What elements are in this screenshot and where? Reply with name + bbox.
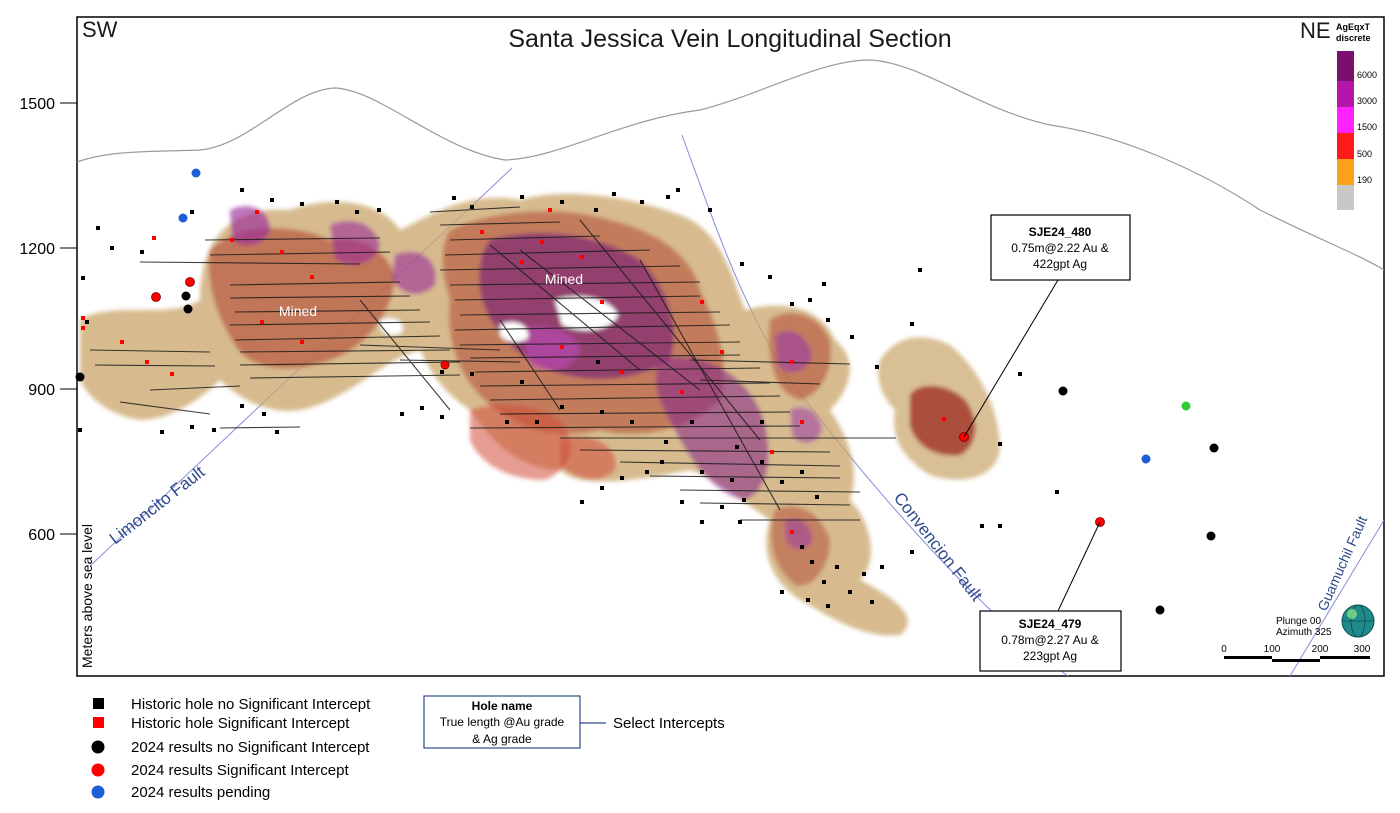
colorbar: AgEqxT discrete 6000 3000 1500 500 190 (1336, 22, 1377, 210)
legend-2024-no-label: 2024 results no Significant Intercept (131, 739, 370, 756)
legend-2024-sig-label: 2024 results Significant Intercept (131, 762, 349, 779)
historic-holes-significant (81, 208, 946, 534)
results-2024-pending (178, 168, 1151, 464)
orientation-globe-icon (1341, 604, 1375, 638)
scale-100: 100 (1264, 644, 1281, 655)
colorbar-title-line1: AgEqxT (1336, 22, 1371, 32)
colorbar-label-500: 500 (1357, 149, 1372, 159)
scale-200: 200 (1312, 644, 1329, 655)
legend-historic-sig-label: Historic hole Significant Intercept (131, 715, 350, 732)
callout-sje24-480: SJE24_480 0.75m@2.22 Au & 422gpt Ag (990, 214, 1131, 281)
legend-2024-no-symbol (91, 740, 105, 754)
y-tick-600: 600 (28, 527, 55, 544)
callout-480-hole: SJE24_480 (1029, 225, 1092, 239)
colorbar-label-6000: 6000 (1357, 70, 1377, 80)
callout-sje24-479: SJE24_479 0.78m@2.27 Au & 223gpt Ag (979, 610, 1122, 672)
drill-traces (89, 206, 896, 521)
legend-box-caption: Select Intercepts (613, 715, 725, 732)
colorbar-swatch-1500 (1337, 133, 1354, 159)
historic-holes-no-intercept (78, 188, 1059, 608)
legend-2024-pending-symbol (91, 785, 105, 799)
mined-label-left: Mined (279, 303, 317, 319)
legend-2024-sig-symbol (91, 763, 105, 777)
plunge-label: Plunge 00 (1276, 616, 1321, 627)
colorbar-title-line2: discrete (1336, 33, 1371, 43)
colorbar-swatch-6000 (1337, 81, 1354, 107)
guamuchil-fault-line (1289, 519, 1385, 677)
callout-479-line2: 223gpt Ag (1023, 649, 1077, 663)
green-hole-marker (1181, 401, 1191, 411)
callout-480-leader (963, 279, 1059, 438)
legend-callout-box (423, 695, 581, 749)
y-axis: 1500 1200 900 600 (19, 96, 77, 544)
y-tick-900: 900 (28, 382, 55, 399)
colorbar-swatch-500 (1337, 159, 1354, 185)
scale-bar: 0 100 200 300 (1221, 644, 1371, 662)
y-axis-label: Meters above sea level (79, 524, 95, 668)
legend-box-title: Hole name (472, 699, 533, 713)
y-tick-1500: 1500 (19, 96, 55, 113)
colorbar-swatch-3000 (1337, 107, 1354, 133)
y-tick-1200: 1200 (19, 241, 55, 258)
callout-479-hole: SJE24_479 (1019, 617, 1082, 631)
topography-line (76, 59, 1385, 271)
figure-title: Santa Jessica Vein Longitudinal Section (508, 25, 951, 53)
colorbar-label-3000: 3000 (1357, 96, 1377, 106)
colorbar-swatch-top (1337, 51, 1354, 81)
callout-479-leader (1057, 521, 1101, 612)
callout-479-line1: 0.78m@2.27 Au & (1001, 633, 1099, 647)
mined-label-right: Mined (545, 271, 583, 287)
callout-480-line2: 422gpt Ag (1033, 257, 1087, 271)
legend-box-line1: True length @Au grade (440, 715, 565, 729)
scale-300: 300 (1354, 644, 1371, 655)
sw-label: SW (82, 17, 118, 42)
azimuth-label: Azimuth 325 (1276, 627, 1332, 638)
colorbar-label-1500: 1500 (1357, 122, 1377, 132)
callout-480-line1: 0.75m@2.22 Au & (1011, 241, 1109, 255)
colorbar-swatch-190 (1337, 185, 1354, 210)
scale-0: 0 (1221, 644, 1227, 655)
legend-box-line2: & Ag grade (472, 732, 532, 746)
legend: Historic hole no Significant Intercept H… (91, 695, 725, 801)
colorbar-label-190: 190 (1357, 175, 1372, 185)
results-2024-no-intercept (75, 291, 1219, 615)
legend-historic-no-symbol (93, 698, 104, 709)
legend-historic-sig-symbol (93, 717, 104, 728)
results-2024-significant (151, 277, 1105, 527)
ne-label: NE (1300, 18, 1331, 43)
legend-historic-no-label: Historic hole no Significant Intercept (131, 696, 371, 713)
legend-2024-pending-label: 2024 results pending (131, 784, 270, 801)
